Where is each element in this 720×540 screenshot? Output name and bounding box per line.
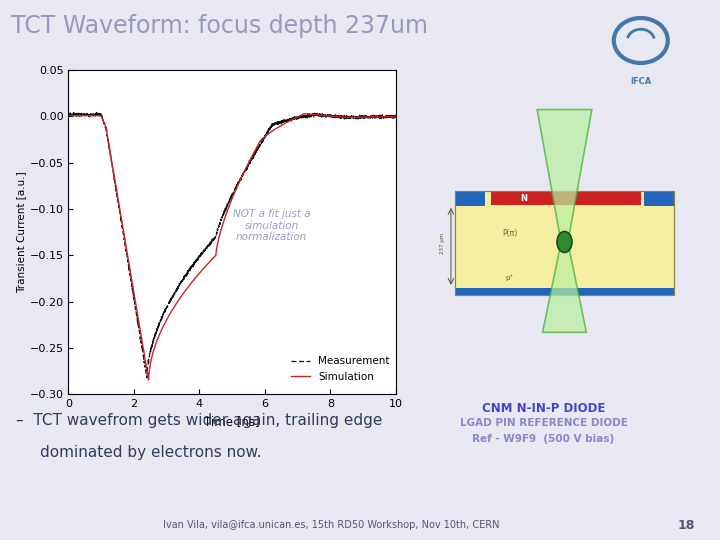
Bar <box>455 191 674 295</box>
Text: –  TCT wavefrom gets wider again, trailing edge: – TCT wavefrom gets wider again, trailin… <box>16 413 382 428</box>
Measurement <box>204 242 213 249</box>
Measurement <box>102 125 110 131</box>
Simulation <box>385 113 394 120</box>
Bar <box>490 191 641 205</box>
Measurement <box>350 113 359 120</box>
Bar <box>455 288 674 295</box>
Polygon shape <box>543 246 586 332</box>
Simulation <box>102 124 110 130</box>
Simulation <box>64 112 73 119</box>
Text: Ref - W9F9  (500 V bias): Ref - W9F9 (500 V bias) <box>472 434 615 444</box>
Simulation <box>204 260 212 266</box>
Text: N: N <box>520 194 527 203</box>
Legend: Measurement, Simulation: Measurement, Simulation <box>287 352 394 386</box>
Measurement <box>143 375 151 381</box>
Simulation <box>300 111 309 117</box>
Bar <box>455 191 674 295</box>
Measurement <box>92 109 101 116</box>
Line: Measurement: Measurement <box>68 112 396 378</box>
Simulation <box>144 376 153 383</box>
Text: 18: 18 <box>678 518 695 532</box>
Text: P(π): P(π) <box>502 229 518 238</box>
Text: TCT Waveform: focus depth 237um: TCT Waveform: focus depth 237um <box>11 14 428 37</box>
Simulation <box>190 276 199 283</box>
Text: CNM N-IN-P DIODE: CNM N-IN-P DIODE <box>482 402 606 415</box>
Text: dominated by electrons now.: dominated by electrons now. <box>40 446 261 461</box>
X-axis label: Time [ns]: Time [ns] <box>204 415 260 428</box>
Simulation <box>392 113 400 120</box>
Measurement <box>64 112 73 119</box>
Bar <box>644 191 674 206</box>
Measurement <box>392 114 400 121</box>
Text: IFCA: IFCA <box>630 77 652 85</box>
Y-axis label: Transient Current [a.u.]: Transient Current [a.u.] <box>17 171 27 293</box>
Measurement <box>121 243 130 249</box>
Polygon shape <box>537 110 592 238</box>
Simulation <box>121 238 130 244</box>
Measurement <box>385 114 394 121</box>
Simulation <box>350 114 359 120</box>
Line: Simulation: Simulation <box>68 114 396 380</box>
Text: Ivan Vila, vila@ifca.unican.es, 15th RD50 Workshop, Nov 10th, CERN: Ivan Vila, vila@ifca.unican.es, 15th RD5… <box>163 520 500 530</box>
Text: 237 μm: 237 μm <box>440 233 445 254</box>
Bar <box>455 191 485 206</box>
Text: p⁺: p⁺ <box>505 275 514 281</box>
Text: NOT a fit just a
simulation
normalization: NOT a fit just a simulation normalizatio… <box>233 209 310 242</box>
Text: LGAD PIN REFERENCE DIODE: LGAD PIN REFERENCE DIODE <box>459 418 628 429</box>
Ellipse shape <box>557 232 572 253</box>
Measurement <box>190 260 199 266</box>
